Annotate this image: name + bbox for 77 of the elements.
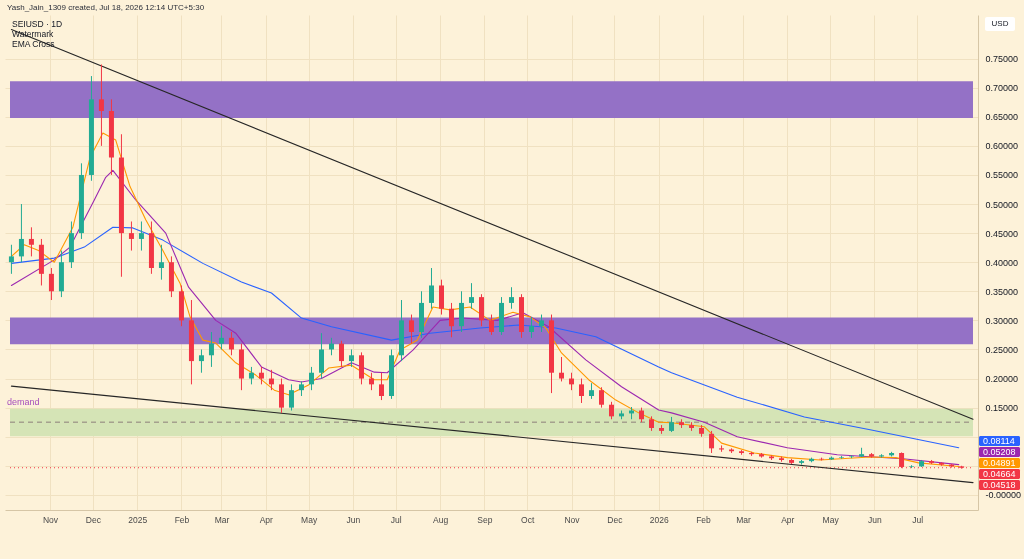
candlestick <box>599 386 605 409</box>
y-tick-label: 0.15000 <box>985 403 1019 414</box>
y-axis-title: USD <box>991 19 1009 28</box>
y-tick-label: -0.00000 <box>985 490 1022 501</box>
annotation: 0.04891 <box>983 458 1016 469</box>
band-label: demand <box>7 396 40 407</box>
y-tick-label: 0.25000 <box>985 344 1019 355</box>
candlestick <box>438 279 444 316</box>
x-tick-label: Apr <box>781 514 795 525</box>
annotation: 0.05208 <box>983 447 1016 458</box>
x-tick-label: Dec <box>607 514 624 525</box>
x-tick-label: Feb <box>696 514 712 525</box>
candlestick <box>408 314 414 345</box>
candlestick <box>28 226 34 257</box>
candlestick <box>308 366 314 391</box>
candlestick <box>469 282 474 310</box>
y-tick-label: 0.65000 <box>985 112 1019 123</box>
x-tick-label: Dec <box>85 514 102 525</box>
y-tick-label: 0.45000 <box>985 228 1019 239</box>
x-tick-label: Apr <box>259 514 274 525</box>
candlestick <box>228 331 234 356</box>
x-tick-label: Jun <box>868 514 883 525</box>
annotation: 0.04518 <box>983 480 1016 491</box>
candlestick <box>479 293 484 327</box>
x-tick-label: Aug <box>433 514 449 525</box>
candlestick <box>358 351 364 385</box>
candlestick <box>459 290 464 333</box>
candlestick <box>318 332 324 380</box>
candlestick <box>709 430 715 454</box>
annotation: 0.08114 <box>983 436 1015 447</box>
y-tick-label: 0.55000 <box>985 170 1019 181</box>
ref-line-label: 0.04664 <box>983 469 1016 480</box>
candlestick <box>138 220 144 252</box>
chart-title: SEIUSD · 1D <box>12 19 63 29</box>
candlestick <box>378 372 384 401</box>
y-tick-label: 0.35000 <box>985 286 1019 297</box>
x-tick-label: May <box>301 514 318 525</box>
x-tick-label: Sep <box>477 514 493 525</box>
candlestick <box>529 316 535 339</box>
y-tick-label: 0.60000 <box>985 141 1019 152</box>
x-tick-label: Oct <box>521 514 535 525</box>
x-tick-label: 2025 <box>128 514 148 525</box>
y-tick-label: 0.50000 <box>985 199 1019 210</box>
candlestick <box>48 267 54 301</box>
candlestick <box>278 378 284 414</box>
candlestick <box>579 378 585 404</box>
x-tick-label: Feb <box>174 514 190 525</box>
candlestick <box>288 383 294 412</box>
candlestick <box>338 340 344 368</box>
x-tick-label: 2026 <box>649 514 669 525</box>
candlestick <box>489 314 494 336</box>
candlestick <box>8 244 14 275</box>
x-tick-label: Nov <box>42 514 59 525</box>
text: Yash_Jain_1309 created, Jul 18, 2026 12:14 UTC+5:30 <box>7 3 205 12</box>
candlestick <box>218 325 224 350</box>
x-tick-label: Mar <box>214 514 230 525</box>
y-tick-label: 0.30000 <box>985 315 1019 326</box>
candlestick <box>158 244 164 281</box>
x-tick-label: Jul <box>390 514 402 525</box>
candlestick <box>98 63 104 147</box>
y-tick-label: 0.75000 <box>985 54 1019 65</box>
y-tick-label: 0.70000 <box>985 83 1019 94</box>
candlestick <box>18 203 24 263</box>
x-tick-label: Mar <box>736 514 751 525</box>
candlestick <box>208 331 214 368</box>
candlestick <box>198 348 204 374</box>
x-tick-label: Jul <box>912 514 924 525</box>
x-tick-label: Nov <box>564 514 581 525</box>
y-tick-label: 0.40000 <box>985 257 1019 268</box>
candlestick <box>448 302 454 338</box>
candlestick <box>509 286 514 310</box>
candlestick <box>128 220 134 252</box>
x-tick-label: Jun <box>346 514 361 525</box>
candlestick <box>559 356 565 382</box>
y-tick-label: 0.20000 <box>985 374 1019 385</box>
x-tick-label: May <box>822 514 840 525</box>
candlestick <box>428 267 434 310</box>
